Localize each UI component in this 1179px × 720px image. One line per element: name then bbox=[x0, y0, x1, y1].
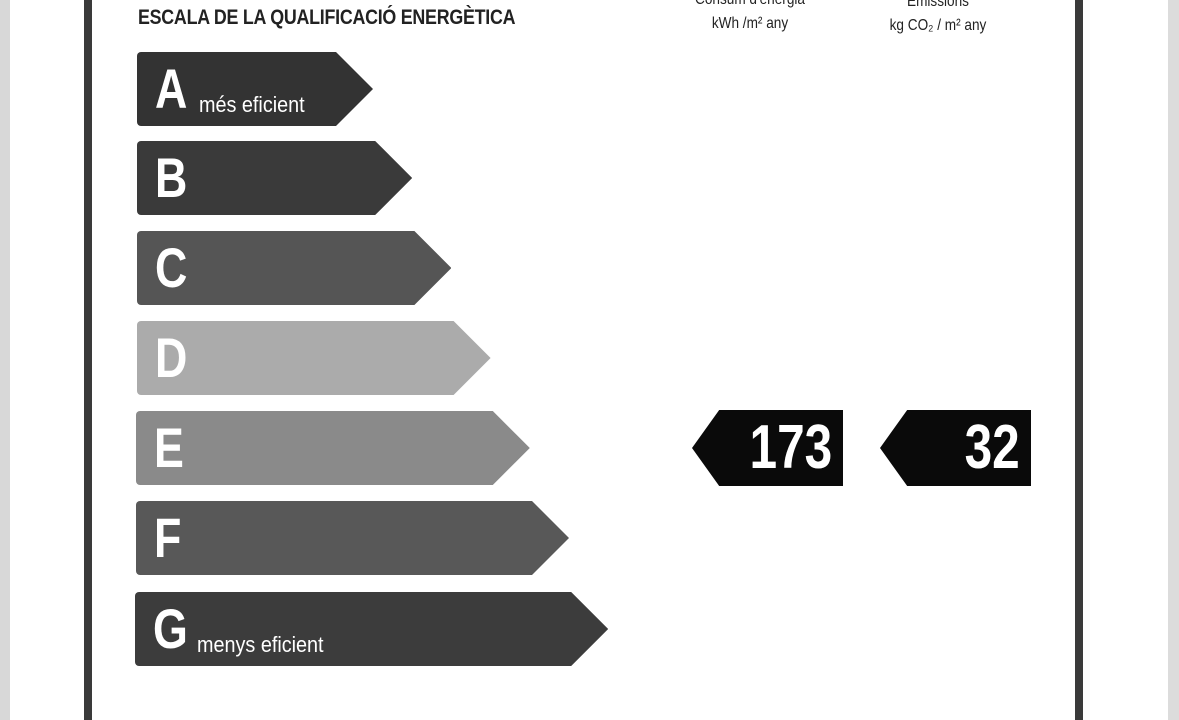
energy-rating-arrow: 173 bbox=[692, 410, 843, 486]
class-caption: més eficient bbox=[199, 92, 305, 117]
page-title: ESCALA DE LA QUALIFICACIÓ ENERGÈTICA bbox=[138, 6, 516, 29]
class-letter: E bbox=[154, 416, 184, 479]
emissions-rating-arrow: 32 bbox=[880, 410, 1031, 486]
class-letter: F bbox=[154, 506, 182, 569]
class-letter: A bbox=[155, 57, 188, 120]
emissions-value: 32 bbox=[964, 413, 1020, 482]
energy-class-bar-f: F bbox=[136, 501, 569, 575]
energy-class-bar-c: C bbox=[137, 231, 452, 305]
energy-class-bar-e: E bbox=[136, 411, 530, 485]
class-letter: B bbox=[155, 146, 188, 209]
frame-border-right bbox=[1075, 0, 1083, 720]
class-caption: menys eficient bbox=[197, 632, 324, 657]
energy-unit: kWh /m² any bbox=[711, 15, 789, 32]
energy-class-bar-d: D bbox=[137, 321, 491, 395]
class-letter: G bbox=[153, 597, 188, 660]
class-letter: D bbox=[155, 326, 188, 389]
energy-class-bar-b: B bbox=[137, 141, 413, 215]
emissions-column-header: Emissions kg CO₂ / m² any bbox=[853, 0, 1023, 38]
energy-value: 173 bbox=[749, 413, 832, 482]
energy-label: Consum d'energia bbox=[665, 0, 835, 12]
class-letter: C bbox=[155, 236, 188, 299]
emissions-label: Emissions bbox=[907, 0, 969, 10]
scan-margin-left bbox=[0, 0, 10, 720]
emissions-unit: kg CO₂ / m² any bbox=[889, 17, 987, 34]
energy-column-header: Consum d'energia kWh /m² any bbox=[665, 0, 835, 36]
scan-margin-right bbox=[1168, 0, 1179, 720]
frame-border-left bbox=[84, 0, 92, 720]
